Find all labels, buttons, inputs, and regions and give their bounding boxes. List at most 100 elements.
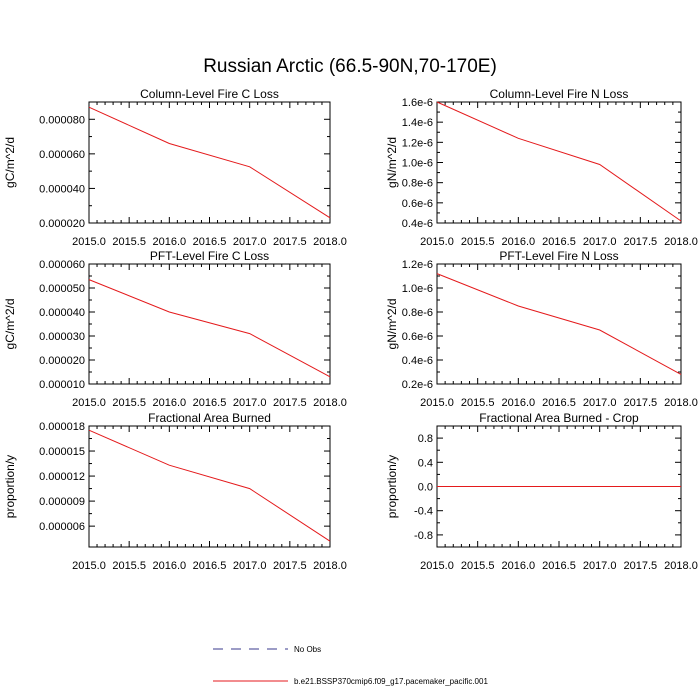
x-tick-label: 2017.0 xyxy=(233,560,267,572)
y-tick-label: 0.000030 xyxy=(39,331,85,343)
x-tick-label: 2017.5 xyxy=(273,560,307,572)
plot-frame xyxy=(88,425,331,548)
y-tick-label: 1.0e-6 xyxy=(402,283,433,295)
x-tick-label: 2016.0 xyxy=(153,560,187,572)
x-tick-label: 2017.0 xyxy=(233,236,267,248)
series-line xyxy=(88,279,331,378)
x-tick-label: 2015.0 xyxy=(420,560,454,572)
x-tick-label: 2017.0 xyxy=(233,397,267,409)
x-tick-label: 2016.5 xyxy=(542,560,576,572)
panel-title: Fractional Area Burned - Crop xyxy=(479,411,639,425)
x-tick-label: 2016.0 xyxy=(502,560,536,572)
y-tick-label: 0.4e-6 xyxy=(402,355,433,367)
legend-label: No Obs xyxy=(294,645,321,654)
panel-6: Fractional Area Burned - Crop 2015.0 2015.… xyxy=(385,411,698,572)
x-tick-label: 2018.0 xyxy=(313,397,347,409)
y-tick-label: 0.2e-6 xyxy=(402,379,433,391)
y-tick-label: 0.000080 xyxy=(39,114,85,126)
panel-title: PFT-Level Fire C Loss xyxy=(150,249,269,263)
y-tick-label: 0.8e-6 xyxy=(402,307,433,319)
x-tick-label: 2017.0 xyxy=(583,236,617,248)
series-line xyxy=(436,101,682,222)
legend: No Obs b.e21.BSSP370cmip6.f09_g17.pacemak… xyxy=(213,645,488,686)
y-tick-label: 0.000015 xyxy=(39,446,85,458)
x-tick-label: 2016.5 xyxy=(193,397,227,409)
y-axis-label: gN/m^2/d xyxy=(385,137,399,188)
x-tick-label: 2016.5 xyxy=(193,560,227,572)
panel-title: Column-Level Fire N Loss xyxy=(490,87,629,101)
y-tick-label: 0.000006 xyxy=(39,521,85,533)
x-tick-label: 2017.5 xyxy=(624,236,658,248)
x-tick-label: 2018.0 xyxy=(313,236,347,248)
y-axis-label: gN/m^2/d xyxy=(385,299,399,350)
x-tick-label: 2015.0 xyxy=(420,397,454,409)
plot-frame xyxy=(436,101,682,224)
plot-frame xyxy=(436,263,682,385)
x-tick-label: 2016.5 xyxy=(193,236,227,248)
panel-5: Fractional Area Burned 2015.0 2015.5 2016.0… xyxy=(3,411,347,572)
x-tick-label: 2016.0 xyxy=(502,397,536,409)
y-axis-label: proportion/y xyxy=(3,455,17,518)
x-tick-label: 2015.5 xyxy=(112,397,146,409)
x-tick-label: 2015.5 xyxy=(112,236,146,248)
x-tick-label: 2018.0 xyxy=(313,560,347,572)
y-tick-label: -0.4 xyxy=(414,506,433,518)
y-tick-label: 1.2e-6 xyxy=(402,259,433,271)
panel-3: PFT-Level Fire C Loss 2015.0 2015.5 2016.0 2… xyxy=(3,249,347,409)
y-tick-label: 0.000009 xyxy=(39,496,85,508)
panel-title: Fractional Area Burned xyxy=(148,411,271,425)
y-tick-label: 1.4e-6 xyxy=(402,117,433,129)
y-tick-label: 1.2e-6 xyxy=(402,137,433,149)
x-tick-label: 2017.5 xyxy=(273,236,307,248)
x-tick-label: 2015.0 xyxy=(420,236,454,248)
y-tick-label: 1.0e-6 xyxy=(402,158,433,170)
y-tick-label: 0.000010 xyxy=(39,379,85,391)
y-tick-label: 0.000018 xyxy=(39,421,85,433)
y-tick-label: 0.000020 xyxy=(39,218,85,230)
y-tick-label: 0.6e-6 xyxy=(402,198,433,210)
y-tick-label: 0.4e-6 xyxy=(402,218,433,230)
x-tick-label: 2016.0 xyxy=(502,236,536,248)
y-tick-label: 0.000040 xyxy=(39,307,85,319)
x-tick-label: 2017.5 xyxy=(624,397,658,409)
x-tick-label: 2018.0 xyxy=(664,397,698,409)
y-tick-label: 0.6e-6 xyxy=(402,331,433,343)
y-tick-label: -0.8 xyxy=(414,530,433,542)
y-tick-label: 0.000012 xyxy=(39,471,85,483)
x-tick-label: 2015.5 xyxy=(461,397,495,409)
plot-frame xyxy=(88,263,331,385)
y-tick-label: 0.000060 xyxy=(39,259,85,271)
y-axis-label: gC/m^2/d xyxy=(3,137,17,188)
x-tick-label: 2015.5 xyxy=(461,560,495,572)
panel-2: Column-Level Fire N Loss 2015.0 2015.5 2016… xyxy=(385,87,698,248)
y-tick-label: 0.0 xyxy=(418,482,433,494)
y-tick-label: 0.4 xyxy=(418,457,433,469)
y-axis-label: proportion/y xyxy=(385,455,399,518)
figure-title: Russian Arctic (66.5-90N,70-170E) xyxy=(203,56,497,77)
x-tick-label: 2015.0 xyxy=(72,236,106,248)
x-tick-label: 2016.5 xyxy=(542,236,576,248)
x-tick-label: 2018.0 xyxy=(664,560,698,572)
panel-1: Column-Level Fire C Loss 2015.0 2015.5 2016… xyxy=(3,87,347,248)
x-tick-label: 2017.0 xyxy=(583,560,617,572)
x-tick-label: 2016.0 xyxy=(153,397,187,409)
series-line xyxy=(88,106,331,219)
y-tick-label: 0.8e-6 xyxy=(402,178,433,190)
y-tick-label: 1.6e-6 xyxy=(402,97,433,109)
x-tick-label: 2017.5 xyxy=(273,397,307,409)
panels-group: Column-Level Fire C Loss 2015.0 2015.5 2016… xyxy=(3,87,698,572)
series-line xyxy=(436,273,682,375)
y-axis-label: gC/m^2/d xyxy=(3,299,17,350)
y-tick-label: 0.000050 xyxy=(39,283,85,295)
x-tick-label: 2016.5 xyxy=(542,397,576,409)
plot-frame xyxy=(88,101,331,224)
x-tick-label: 2015.0 xyxy=(72,560,106,572)
x-tick-label: 2015.0 xyxy=(72,397,106,409)
x-tick-label: 2017.5 xyxy=(624,560,658,572)
x-tick-label: 2018.0 xyxy=(664,236,698,248)
panel-title: PFT-Level Fire N Loss xyxy=(499,249,618,263)
y-tick-label: 0.8 xyxy=(418,433,433,445)
x-tick-label: 2015.5 xyxy=(461,236,495,248)
panel-title: Column-Level Fire C Loss xyxy=(140,87,279,101)
